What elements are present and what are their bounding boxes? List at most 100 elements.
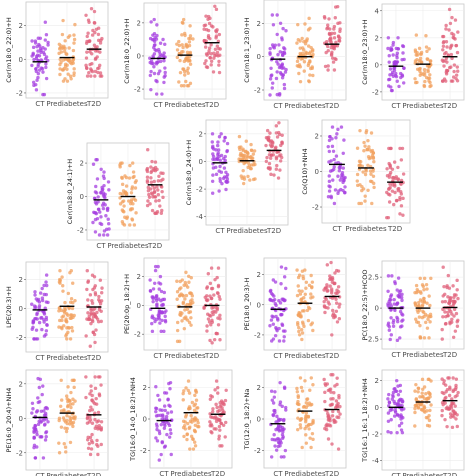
data-point-T2D [334,291,338,295]
data-point-CT [396,47,400,51]
data-point-T2D [216,385,220,390]
data-point-T2D [327,388,332,392]
data-point-T2D [88,293,93,297]
data-point-Prediabetes [416,406,421,410]
data-point-CT [154,48,158,53]
data-point-T2D [218,401,222,405]
y-axis-title: Cer(m18:0_24:1)+H [66,159,74,225]
data-point-T2D [89,384,93,388]
data-point-T2D [440,377,444,381]
data-point-T2D [387,200,392,204]
y-tick-label: -2 [134,331,141,339]
data-point-CT [280,36,284,40]
data-point-T2D [325,382,330,386]
data-point-T2D [267,161,272,166]
data-point-CT [152,52,157,56]
data-point-Prediabetes [188,34,193,38]
x-category-label: CT [35,472,45,476]
data-point-T2D [85,34,89,39]
data-point-T2D [324,427,329,432]
y-tick-label: -2 [254,87,261,95]
data-point-T2D [89,308,93,312]
data-point-CT [281,435,285,439]
data-point-CT [397,84,401,89]
data-point-CT [153,268,158,273]
data-point-Prediabetes [414,397,418,402]
data-point-Prediabetes [415,320,419,324]
data-point-T2D [207,320,212,324]
data-point-T2D [268,131,272,135]
x-category-label: CT [273,470,283,476]
data-point-T2D [390,189,395,193]
data-point-CT [268,324,272,328]
data-point-Prediabetes [300,331,305,335]
data-point-Prediabetes [429,83,433,88]
y-tick-label: 2 [19,22,23,30]
data-point-CT [38,377,43,382]
data-point-CT [107,188,111,192]
data-point-CT [401,399,405,404]
data-point-Prediabetes [424,34,428,38]
data-point-T2D [388,182,392,186]
data-point-CT [282,335,286,339]
data-point-T2D [337,38,341,43]
x-category-label: T2D [210,470,225,476]
data-point-T2D [454,76,458,81]
data-point-CT [343,175,347,180]
data-point-CT [152,17,156,22]
y-tick-label: -2 [140,447,147,455]
data-point-CT [268,51,272,55]
data-point-Prediabetes [61,416,66,420]
data-point-Prediabetes [190,400,195,405]
data-point-T2D [441,59,445,64]
data-point-Prediabetes [183,280,188,285]
data-point-Prediabetes [181,17,186,22]
data-point-CT [148,289,153,293]
data-point-Prediabetes [427,65,432,69]
data-point-CT [152,316,156,321]
data-point-CT [336,174,340,178]
data-point-CT [44,430,48,435]
data-point-Prediabetes [413,406,417,411]
data-point-CT [34,88,39,92]
data-point-Prediabetes [413,48,418,52]
data-point-Prediabetes [367,156,371,161]
data-point-T2D [332,68,337,72]
data-point-CT [31,80,36,85]
data-point-CT [386,397,390,401]
x-category-label: Prediabetes [345,225,387,233]
data-point-Prediabetes [191,300,195,305]
data-point-Prediabetes [179,286,183,290]
data-point-T2D [90,398,94,403]
data-point-Prediabetes [250,148,254,153]
data-point-CT [105,233,110,237]
data-point-T2D [160,185,164,189]
data-point-T2D [333,271,337,275]
data-point-CT [101,206,106,211]
data-point-CT [151,296,155,301]
data-point-CT [162,426,167,430]
data-point-T2D [278,159,283,163]
data-point-Prediabetes [413,424,417,428]
data-point-CT [396,393,401,397]
data-point-CT [168,428,173,432]
data-point-Prediabetes [184,283,188,287]
data-point-CT [224,170,228,175]
data-point-CT [92,196,97,200]
data-point-Prediabetes [73,417,77,421]
data-point-CT [390,88,394,93]
data-point-Prediabetes [57,441,61,445]
data-point-Prediabetes [419,291,423,295]
data-point-Prediabetes [185,307,190,312]
data-point-Prediabetes [59,50,64,54]
data-point-Prediabetes [422,385,427,389]
data-point-T2D [440,401,445,405]
data-point-CT [33,423,37,428]
data-point-T2D [218,338,222,342]
data-point-CT [94,158,98,162]
data-point-CT [211,173,215,177]
data-point-CT [94,191,99,195]
data-point-T2D [323,390,327,395]
data-point-Prediabetes [308,388,312,392]
